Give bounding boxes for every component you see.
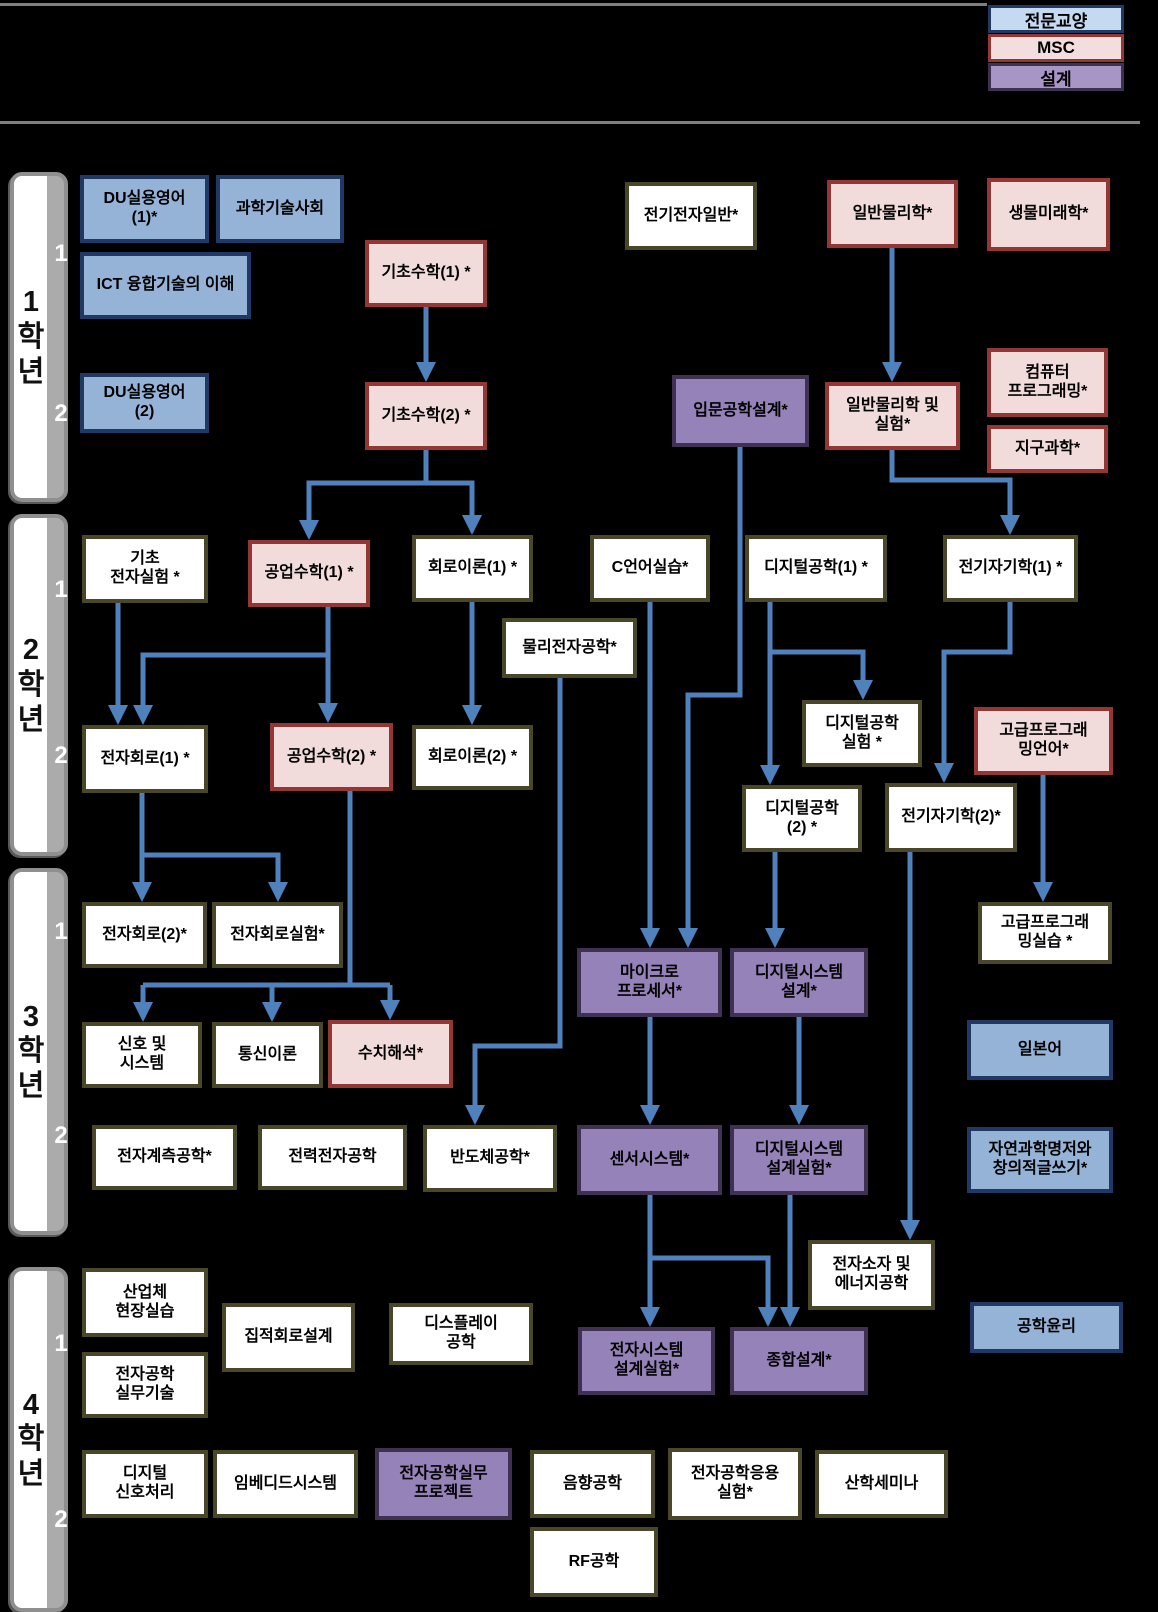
course-communication-theory: 통신이론 [212, 1022, 323, 1088]
semester-label: 1 [54, 240, 68, 267]
course-digital-system-design: 디지털시스템 설계* [730, 948, 868, 1017]
course-general-physics: 일반물리학* [827, 180, 958, 248]
semester-label: 2 [54, 742, 68, 769]
semester-label: 2 [54, 1506, 68, 1533]
course-semiconductor-engineering: 반도체공학* [423, 1125, 557, 1192]
course-industry-academic-seminar: 산학세미나 [815, 1450, 948, 1518]
year-label: 3 학 년 [17, 1000, 45, 1102]
course-electromagnetics-1: 전기자기학(1) * [943, 535, 1078, 602]
course-display-engineering: 디스플레이 공학 [389, 1303, 533, 1365]
semester-label: 1 [54, 1330, 68, 1357]
course-bio-future-science: 생물미래학* [987, 178, 1110, 251]
course-embedded-systems: 임베디드시스템 [213, 1450, 358, 1518]
course-ict-convergence-understanding: ICT 융합기술의 이해 [80, 252, 251, 319]
header-rule [0, 121, 1140, 124]
course-general-physics-lab: 일반물리학 및 실험* [825, 382, 960, 450]
arrow-physical-electronics-to-semiconductor-engineering [465, 678, 563, 1125]
course-engineering-math-1: 공업수학(1) * [248, 540, 370, 607]
legend-item-design: 설계 [988, 63, 1124, 91]
semester-label: 2 [54, 1122, 68, 1149]
legend-item-msc: MSC [988, 34, 1124, 62]
course-numerical-analysis: 수치해석* [328, 1020, 453, 1088]
course-earth-science: 지구과학* [987, 425, 1108, 473]
year-block-3: 3 학 년 1 2 [10, 868, 68, 1235]
course-microprocessor: 마이크로 프로세서* [577, 948, 722, 1017]
course-natural-science-writing: 자연과학명저와 창의적글쓰기* [967, 1127, 1113, 1193]
legend-label: 전문교양 [1024, 11, 1088, 31]
course-du-practical-english-1: DU실용영어 (1)* [80, 175, 209, 243]
semester-label: 1 [54, 576, 68, 603]
course-japanese: 일본어 [967, 1020, 1113, 1080]
course-applied-electronics-lab: 전자공학응용 실험* [668, 1448, 802, 1520]
course-industry-field-practice: 산업체 현장실습 [82, 1268, 208, 1337]
course-advanced-programming-language: 고급프로그래 밍언어* [974, 707, 1113, 775]
year-block-1: 1 학 년 1 2 [10, 172, 68, 502]
course-acoustic-engineering: 음향공학 [530, 1450, 655, 1518]
course-digital-system-design-lab: 디지털시스템 설계실험* [730, 1125, 868, 1195]
course-electronics-practical-project: 전자공학실무 프로젝트 [375, 1448, 512, 1520]
arrow-sensor-system-to-capstone-design [650, 1255, 778, 1327]
legend-label: MSC [1037, 38, 1075, 57]
arrow-basic-math-2-to-engineering-math-1 [299, 450, 429, 540]
course-engineering-ethics: 공학윤리 [970, 1302, 1123, 1353]
course-du-practical-english-2: DU실용영어 (2) [80, 373, 209, 433]
course-engineering-math-2: 공업수학(2) * [270, 723, 393, 791]
course-digital-signal-processing: 디지털 신호처리 [82, 1450, 208, 1518]
course-computer-programming: 컴퓨터 프로그래밍* [987, 348, 1108, 417]
course-signals-and-systems: 신호 및 시스템 [82, 1022, 202, 1088]
arrow-general-physics-lab-to-electromagnetics-1 [889, 450, 1020, 535]
year-block-2: 2 학 년 1 2 [10, 514, 68, 856]
legend-item-general: 전문교양 [988, 5, 1124, 33]
course-integrated-circuit-design: 집적회로설계 [222, 1303, 355, 1372]
course-basic-math-2: 기초수학(2) * [365, 382, 487, 450]
course-electronic-system-design-lab: 전자시스템 설계실험* [578, 1327, 715, 1395]
arrow-basic-math-2-to-circuit-theory-1 [426, 480, 482, 535]
course-electronic-measurement: 전자계측공학* [92, 1125, 237, 1190]
course-power-electronics: 전력전자공학 [258, 1125, 407, 1190]
semester-label: 1 [54, 918, 68, 945]
year-block-4: 4 학 년 1 2 [10, 1267, 68, 1612]
legend: 전문교양 MSC 설계 [988, 5, 1124, 92]
course-capstone-design: 종합설계* [730, 1327, 868, 1395]
course-electronics-practical-skills: 전자공학 실무기술 [82, 1352, 208, 1418]
legend-label: 설계 [1040, 69, 1072, 89]
course-digital-engineering-lab: 디지털공학 실험 * [802, 700, 922, 767]
course-basic-math-1: 기초수학(1) * [365, 240, 487, 307]
course-advanced-programming-lab: 고급프로그래 밍실습 * [978, 902, 1112, 964]
course-circuit-theory-2: 회로이론(2) * [412, 725, 533, 790]
course-intro-engineering-design: 입문공학설계* [672, 375, 809, 447]
course-physical-electronics: 물리전자공학* [502, 618, 637, 678]
course-digital-engineering-2: 디지털공학 (2) * [742, 785, 862, 852]
course-science-tech-society: 과학기술사회 [216, 175, 344, 243]
year-label: 2 학 년 [17, 633, 45, 736]
course-basic-electronics-lab: 기초 전자실험 * [82, 535, 208, 603]
year-label: 1 학 년 [17, 285, 45, 388]
course-electronic-circuits-lab: 전자회로실험* [212, 902, 343, 968]
course-electromagnetics-2: 전기자기학(2)* [885, 783, 1017, 852]
course-c-language-practice: C언어실습* [590, 535, 710, 602]
semester-label: 2 [54, 400, 68, 427]
course-electronic-devices-energy: 전자소자 및 에너지공학 [808, 1240, 935, 1310]
course-electric-electronics-general: 전기전자일반* [625, 182, 757, 250]
course-electronic-circuits-1: 전자회로(1) * [82, 725, 208, 793]
arrow-engineering-math-1-to-electronic-circuits-1 [133, 607, 331, 725]
year-label: 4 학 년 [17, 1388, 45, 1490]
arrow-digital-engineering-1-to-digital-engineering-lab [767, 602, 873, 700]
arrow-intro-engineering-design-to-microprocessor [678, 447, 743, 948]
top-rule [0, 3, 987, 6]
course-digital-engineering-1: 디지털공학(1) * [745, 535, 887, 602]
course-circuit-theory-1: 회로이론(1) * [412, 535, 533, 602]
course-rf-engineering: RF공학 [530, 1527, 658, 1597]
course-electronic-circuits-2: 전자회로(2)* [82, 902, 207, 968]
arrow-electronic-circuits-1-to-electronic-circuits-lab [142, 852, 288, 902]
arrow-electromagnetics-1-to-electromagnetics-2 [934, 602, 1013, 783]
course-sensor-system: 센서시스템* [577, 1125, 722, 1195]
